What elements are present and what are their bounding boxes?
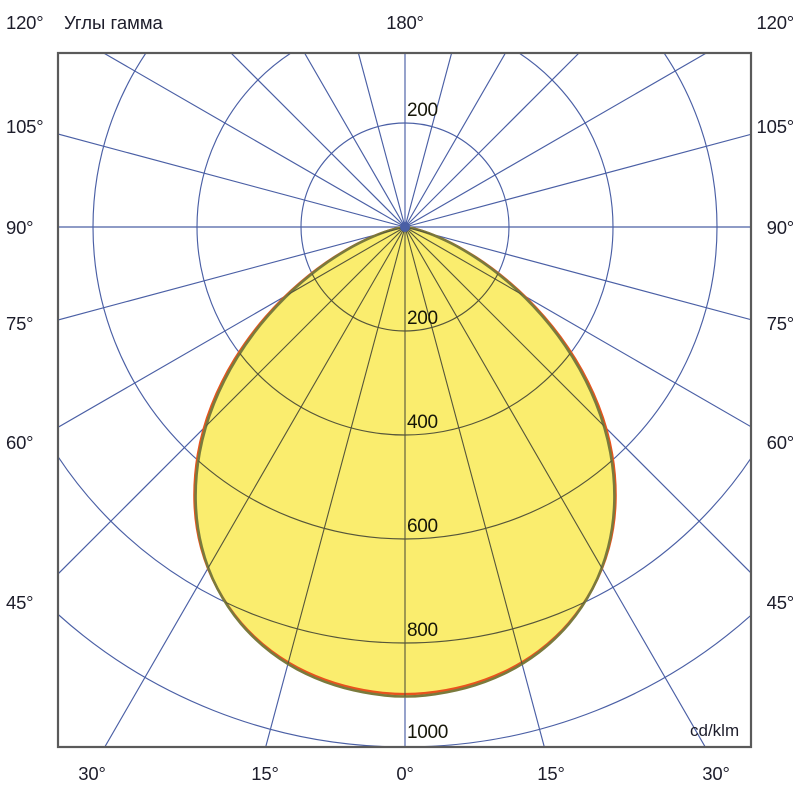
axis-tick-bottom-15-right: 15° [537,763,565,784]
grid-spoke-inner-195 [195,227,406,228]
grid-spoke-inner-345 [195,227,406,697]
grid-spoke-inner-315 [195,227,406,697]
axis-tick-top-center: 180° [386,12,424,33]
axis-tick-bottom-0: 0° [396,763,414,784]
pole-origin-marker [400,222,410,232]
grid-spoke-inner-225 [195,227,406,228]
axis-tick-left-60: 60° [6,432,34,453]
axis-tick-bottom-30-right: 30° [702,763,730,784]
plot-frame [56,51,753,749]
ring-label-600: 600 [407,516,438,537]
axis-tick-right-45: 45° [766,592,795,613]
grid-spoke-inner-165 [404,227,615,228]
grid-spoke-inner-210 [195,227,406,228]
grid-spoke-inner-30 [404,227,615,697]
grid-spoke-135 [404,53,580,228]
axis-tick-top-right: 120° [756,12,795,33]
grid-spoke-inner-15 [404,227,615,697]
axis-tick-right-75: 75° [766,313,795,334]
grid-spoke-210 [303,53,406,228]
ring-label-800: 800 [407,620,438,641]
grid-spoke-285 [58,226,406,321]
unit-label: cd/klm [690,721,740,740]
grid-spoke-inner-330 [195,227,406,697]
axis-tick-bottom-15-left: 15° [251,763,279,784]
grid-spoke-inner-240 [195,227,406,228]
intensity-curve-c0 [194,225,616,698]
axis-tick-bottom-30-left: 30° [78,763,106,784]
axis-tick-right-90: 90° [766,217,795,238]
grid-spoke-240 [102,53,406,228]
ring-label-200-lower: 200 [407,308,438,329]
grid-spoke-225 [230,53,406,228]
grid-spoke-120 [404,53,708,228]
grid-spoke-165 [404,53,453,228]
grid-spoke-inner-255 [195,227,406,228]
grid-spoke-75 [404,226,751,321]
ring-label-1000: 1000 [407,722,449,743]
axis-tick-right-105: 105° [756,116,795,137]
ring-label-400: 400 [407,412,438,433]
axis-tick-right-60: 60° [766,432,795,453]
axis-tick-left-75: 75° [6,313,34,334]
grid-spoke-300 [58,226,406,429]
ring-label-200-upper: 200 [407,100,438,121]
axis-tick-left-105: 105° [6,116,44,137]
axis-tick-left-90: 90° [6,217,34,238]
grid-spoke-255 [58,133,406,228]
axis-tick-left-45: 45° [6,592,34,613]
grid-spoke-195 [357,53,406,228]
chart-subtitle: Углы гамма [64,12,163,33]
grid-spoke-inner-45 [404,227,615,697]
grid-spoke-105 [404,133,751,228]
axis-tick-top-left: 120° [6,12,44,33]
grid-spoke-60 [404,226,751,428]
